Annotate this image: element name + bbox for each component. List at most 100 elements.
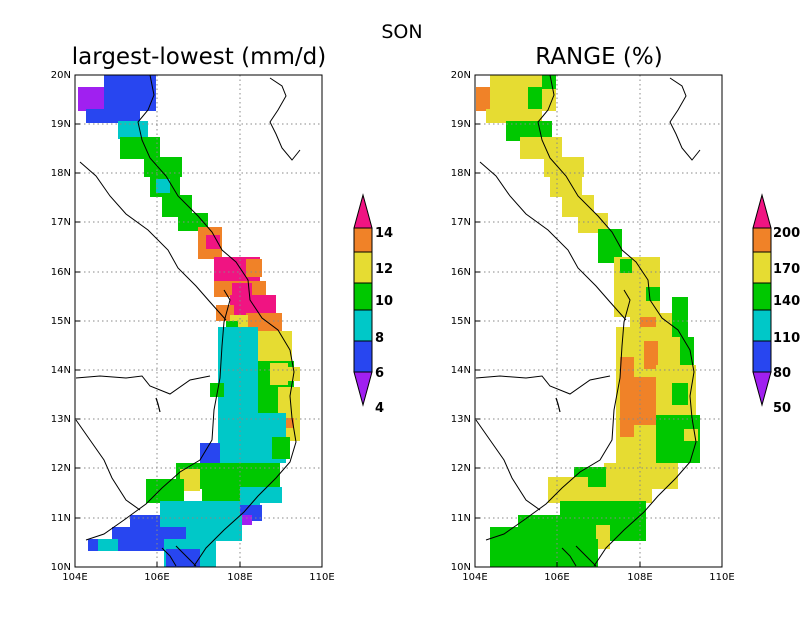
grid-cell (202, 485, 242, 503)
y-tick-label: 13N (451, 414, 471, 425)
colorbar-label: 80 (773, 366, 791, 381)
colorbar-bottom-arrow (752, 371, 772, 407)
grid-cell (490, 527, 566, 567)
colorbar-top-arrow (353, 193, 373, 229)
y-tick-label: 11N (51, 513, 71, 524)
grid-cell (578, 213, 608, 233)
grid-cell (246, 259, 262, 277)
panel-title: largest-lowest (mm/d) (72, 44, 326, 70)
grid-cell (144, 157, 182, 177)
y-tick-label: 19N (51, 119, 71, 130)
colorbar-label: 110 (773, 331, 800, 346)
grid-cell (78, 87, 104, 111)
grid-cell (520, 137, 562, 159)
y-tick-label: 12N (451, 463, 471, 474)
grid-cell (620, 357, 634, 437)
grid-cell (550, 175, 582, 197)
grid-cell (216, 305, 234, 321)
grid-cell (486, 109, 542, 123)
colorbar-label: 200 (773, 226, 800, 241)
grid-cell (240, 487, 282, 503)
coastline-and-borders (475, 74, 701, 567)
grid-cell (206, 235, 220, 249)
coastline-and-borders (75, 74, 301, 567)
colorbar-label: 140 (773, 294, 800, 309)
grid-cell (162, 195, 192, 217)
y-tick-label: 10N (51, 562, 71, 573)
colorbar-segment (752, 251, 772, 284)
map-grid-cells (476, 75, 700, 567)
figure-title: SON (381, 21, 422, 43)
grid-cell (548, 477, 588, 503)
colorbar-segment (353, 251, 373, 284)
y-tick-label: 15N (51, 316, 71, 327)
colorbar-segment (752, 282, 772, 311)
x-tick-label: 110E (309, 572, 334, 583)
grid-cell (232, 283, 252, 295)
grid-cell (620, 259, 632, 273)
map-grid-cells (78, 75, 300, 567)
y-tick-label: 19N (451, 119, 471, 130)
y-tick-label: 16N (451, 267, 471, 278)
panel-title: RANGE (%) (535, 44, 662, 70)
colorbar-segment (353, 340, 373, 373)
grid-cell (644, 341, 658, 369)
tick-marks (74, 74, 323, 568)
colorbar-label: 4 (375, 401, 384, 416)
y-tick-labels: 10N 11N 12N 13N 14N 15N 16N 17N 18N 19N … (451, 70, 471, 573)
grid-cell (672, 383, 688, 405)
grid-cell (218, 327, 258, 467)
grid-cell (632, 377, 660, 425)
colorbar-segment (353, 309, 373, 342)
colorbar-bottom-arrow (353, 371, 373, 407)
y-tick-label: 16N (51, 267, 71, 278)
y-tick-label: 18N (451, 168, 471, 179)
gridlines (475, 75, 722, 567)
colorbar-label: 50 (773, 401, 791, 416)
x-tick-label: 104E (62, 572, 87, 583)
grid-cell (270, 363, 288, 385)
colorbar-label: 170 (773, 262, 800, 277)
colorbar-label: 8 (375, 331, 384, 346)
y-tick-label: 14N (51, 365, 71, 376)
x-tick-label: 110E (709, 572, 734, 583)
x-tick-label: 106E (544, 572, 569, 583)
grid-cell (476, 87, 492, 111)
colorbar-segment (353, 227, 373, 253)
x-tick-label: 108E (627, 572, 652, 583)
grid-cell (680, 337, 694, 367)
grid-cell (542, 75, 556, 89)
y-tick-label: 17N (451, 217, 471, 228)
x-tick-label: 108E (227, 572, 252, 583)
colorbar-segment (353, 282, 373, 311)
grid-cell (506, 121, 552, 141)
grid-cell (672, 297, 688, 337)
grid-cell (104, 75, 156, 111)
grid-cell (596, 525, 610, 549)
grid-cell (146, 479, 184, 503)
colorbar-label: 12 (375, 262, 393, 277)
x-tick-label: 104E (462, 572, 487, 583)
grid-cell (210, 383, 224, 397)
colorbar-label: 10 (375, 294, 393, 309)
grid-cell (272, 437, 290, 459)
grid-cell (646, 287, 660, 301)
panel-left: largest-lowest (mm/d) (51, 44, 393, 583)
y-tick-label: 10N (451, 562, 471, 573)
colorbar-label: 6 (375, 366, 384, 381)
colorbar-segment (752, 309, 772, 342)
colorbar: 14 12 10 8 6 4 (353, 193, 393, 416)
x-tick-labels: 104E 106E 108E 110E (62, 572, 334, 583)
grid-cell (86, 109, 140, 123)
colorbar-label: 14 (375, 226, 393, 241)
y-tick-label: 13N (51, 414, 71, 425)
x-tick-labels: 104E 106E 108E 110E (462, 572, 734, 583)
y-tick-label: 20N (51, 70, 71, 81)
y-tick-label: 14N (451, 365, 471, 376)
grid-cell (200, 443, 220, 463)
grid-cell (166, 549, 200, 567)
y-tick-label: 17N (51, 217, 71, 228)
x-tick-label: 106E (144, 572, 169, 583)
grid-cell (284, 418, 294, 428)
grid-cell (156, 179, 170, 193)
